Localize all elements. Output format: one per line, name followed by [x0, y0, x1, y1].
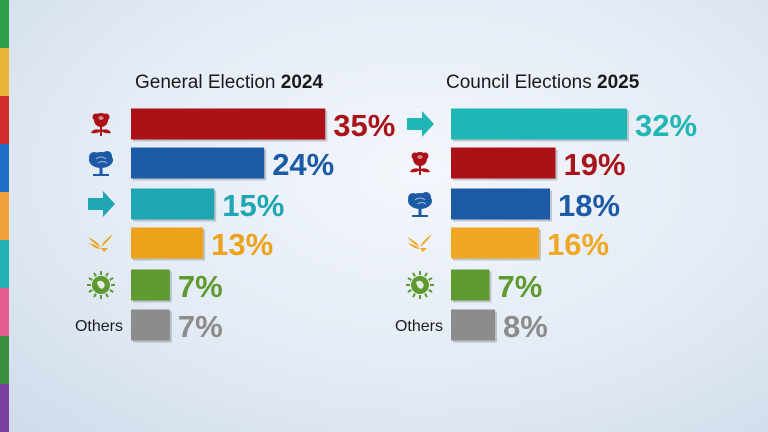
bar — [451, 269, 490, 301]
bar-row: 13% — [131, 227, 273, 262]
bar — [451, 227, 539, 259]
chart-title-council-elections: Council Elections 2025 — [446, 72, 640, 93]
others-label: Others — [395, 318, 443, 335]
globe-icon — [87, 271, 115, 299]
bar-row: 7% — [131, 269, 223, 304]
bar-row: 8% Others — [395, 309, 548, 344]
bar-value-label: 15% — [222, 188, 284, 223]
stripe-segment — [0, 48, 9, 96]
stripe-segment — [0, 288, 9, 336]
bar — [131, 309, 170, 341]
bar-value-label: 16% — [547, 227, 609, 262]
stripe-segment — [0, 144, 9, 192]
others-label: Others — [75, 318, 123, 335]
bar-value-label: 19% — [564, 147, 626, 182]
bar-row: 35% — [131, 108, 395, 143]
bar-row: 7% Others — [75, 309, 223, 344]
bar-value-label: 35% — [333, 108, 395, 143]
bar-row: 18% — [451, 188, 620, 223]
bar-value-label: 7% — [498, 269, 543, 304]
stripe-segment — [0, 240, 9, 288]
bar — [131, 108, 326, 140]
bar — [451, 309, 495, 341]
bar — [131, 147, 265, 179]
bird-icon — [88, 234, 113, 252]
bar-value-label: 18% — [558, 188, 620, 223]
stripe-segment — [0, 192, 9, 240]
arrow-icon — [88, 191, 115, 217]
bar — [451, 188, 550, 220]
bar-row: 16% — [451, 227, 609, 262]
bar-row: 24% — [131, 147, 334, 182]
bar — [451, 108, 627, 140]
bar-value-label: 32% — [635, 108, 697, 143]
rose-icon — [91, 113, 111, 136]
bar — [451, 147, 556, 179]
bar — [131, 227, 204, 259]
bar-value-label: 7% — [178, 269, 223, 304]
stripe-segment — [0, 96, 9, 144]
tree-icon — [89, 151, 113, 176]
rose-icon — [410, 152, 430, 175]
bar-row: 19% — [451, 147, 626, 182]
bar-row: 15% — [131, 188, 284, 223]
bar-value-label: 8% — [503, 309, 548, 344]
party-colour-stripe — [0, 0, 9, 432]
stripe-segment — [0, 0, 9, 48]
bar-value-label: 7% — [178, 309, 223, 344]
bar — [131, 188, 215, 220]
bar-row: 7% — [451, 269, 542, 304]
bar-row: 32% — [451, 108, 697, 143]
arrow-icon — [407, 111, 434, 137]
stripe-segment — [0, 384, 9, 432]
globe-icon — [406, 271, 434, 299]
bird-icon — [407, 234, 432, 252]
bar-value-label: 13% — [211, 227, 273, 262]
tree-icon — [408, 192, 432, 217]
stripe-segment — [0, 336, 9, 384]
bar — [131, 269, 170, 301]
bar-value-label: 24% — [272, 147, 334, 182]
chart-title-general-election: General Election 2024 — [135, 72, 324, 93]
